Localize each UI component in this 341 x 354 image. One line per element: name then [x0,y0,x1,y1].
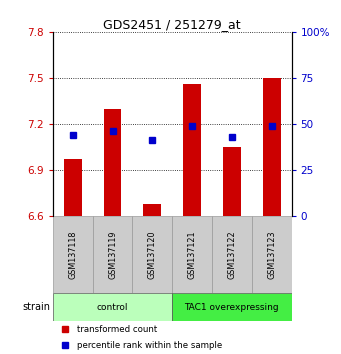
Bar [64,159,82,216]
Text: GSM137120: GSM137120 [148,230,157,279]
Bar [183,84,201,216]
Bar [172,216,212,293]
Text: GSM137119: GSM137119 [108,230,117,279]
Text: GSM137118: GSM137118 [68,230,77,279]
Bar [263,78,281,216]
Bar [212,216,252,293]
Text: percentile rank within the sample: percentile rank within the sample [77,341,222,350]
Text: GSM137123: GSM137123 [267,230,276,279]
Text: strain: strain [23,302,51,312]
Text: transformed count: transformed count [77,325,157,333]
Bar [223,147,241,216]
Bar [53,293,172,321]
Bar [143,204,161,216]
Text: control: control [97,303,128,312]
Bar [172,293,292,321]
Bar [252,216,292,293]
Bar [53,216,93,293]
Title: GDS2451 / 251279_at: GDS2451 / 251279_at [103,18,241,31]
Text: GSM137121: GSM137121 [188,230,197,279]
Bar [93,216,132,293]
Bar [132,216,172,293]
Text: TAC1 overexpressing: TAC1 overexpressing [184,303,279,312]
Text: GSM137122: GSM137122 [227,230,236,279]
Bar [104,109,121,216]
